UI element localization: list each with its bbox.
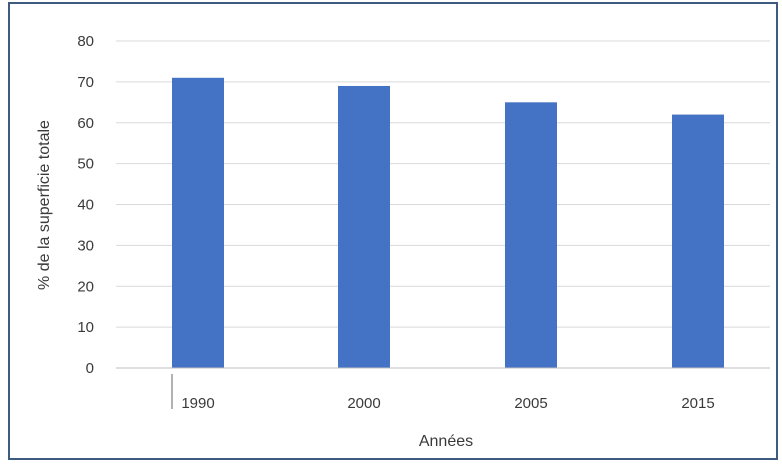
bar-2000 (338, 85, 390, 369)
x-tick-label: 2000 (347, 395, 380, 412)
y-axis-ticks: 0 10 20 30 40 50 60 70 80 (77, 33, 94, 377)
bars (172, 77, 724, 369)
y-tick-label: 80 (77, 33, 94, 50)
bar-2005 (505, 102, 557, 368)
bar-1990 (172, 77, 224, 368)
gridlines (116, 40, 770, 328)
x-axis-title: Années (419, 433, 473, 450)
y-tick-label: 70 (77, 74, 94, 91)
y-tick-label: 0 (86, 360, 94, 377)
x-tick-label: 1990 (181, 395, 214, 412)
y-tick-label: 40 (77, 197, 94, 214)
x-tick-label: 2015 (681, 395, 714, 412)
y-tick-label: 50 (77, 156, 94, 173)
y-tick-label: 30 (77, 237, 94, 254)
x-axis-ticks: 1990 2000 2005 2015 (181, 395, 714, 412)
y-axis-title: % de la superficie totale (36, 120, 53, 290)
x-tick-label: 2005 (514, 395, 547, 412)
chart-frame (8, 2, 778, 460)
y-tick-label: 10 (77, 319, 94, 336)
bar-2015 (672, 114, 724, 368)
y-tick-label: 60 (77, 115, 94, 132)
y-tick-label: 20 (77, 278, 94, 295)
